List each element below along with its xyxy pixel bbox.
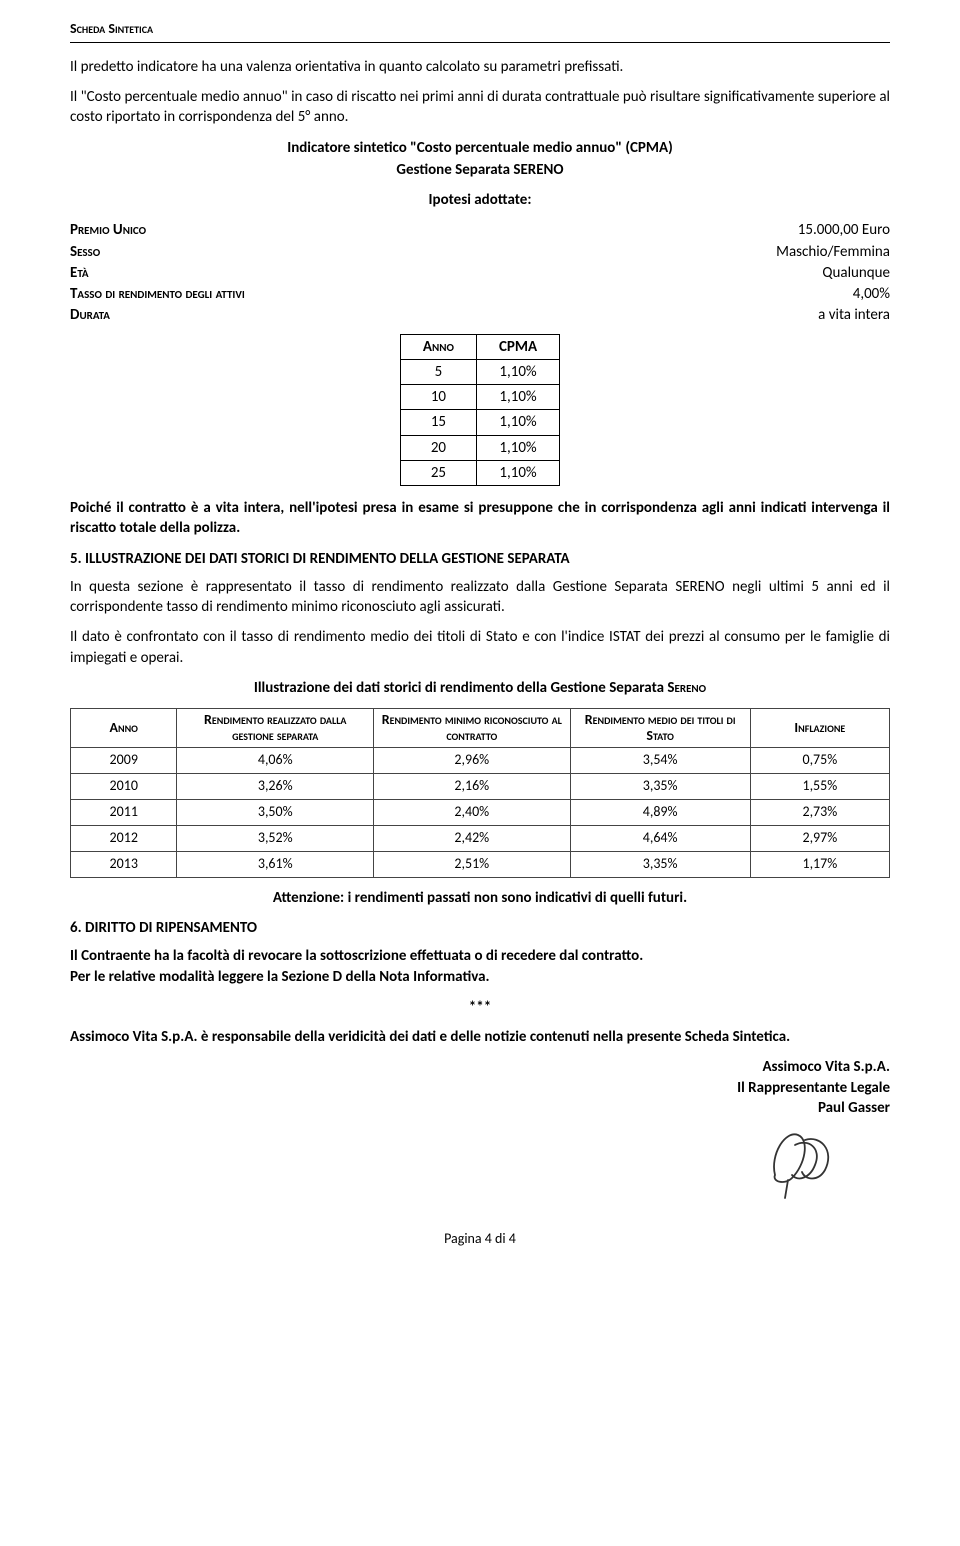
- header-title: Scheda Sintetica: [70, 20, 153, 37]
- hist-title: Illustrazione dei dati storici di rendim…: [70, 678, 890, 698]
- cpma-val: 1,10%: [476, 435, 559, 460]
- cpma-val: 1,10%: [476, 460, 559, 485]
- ipotesi-value: a vita intera: [818, 305, 890, 325]
- section5-p2: Il dato è confrontato con il tasso di re…: [70, 627, 890, 668]
- hist-min: 2,96%: [374, 748, 571, 774]
- hist-gs: 4,06%: [177, 748, 374, 774]
- hist-anno: 2009: [71, 748, 177, 774]
- hist-stato: 3,35%: [570, 851, 750, 877]
- ipotesi-row-sesso: Sesso Maschio/Femmina: [70, 242, 890, 262]
- hist-title-name: Sereno: [667, 679, 706, 697]
- cpma-note: Poiché il contratto è a vita intera, nel…: [70, 498, 890, 539]
- ipotesi-label: Durata: [70, 305, 110, 325]
- hist-row: 2012 3,52% 2,42% 4,64% 2,97%: [71, 826, 890, 852]
- indicator-title-line1: Indicatore sintetico "Costo percentuale …: [70, 138, 890, 158]
- section6-p1: Il Contraente ha la facoltà di revocare …: [70, 946, 890, 966]
- signature-company: Assimoco Vita S.p.A.: [70, 1057, 890, 1077]
- ipotesi-label: Sesso: [70, 242, 100, 262]
- ipotesi-heading: Ipotesi adottate:: [70, 190, 890, 210]
- hist-infl: 2,73%: [750, 800, 889, 826]
- cpma-row: 251,10%: [400, 460, 559, 485]
- responsibility-text: Assimoco Vita S.p.A. è responsabile dell…: [70, 1027, 890, 1047]
- cpma-table: Anno CPMA 51,10% 101,10% 151,10% 201,10%…: [400, 334, 560, 487]
- section6-p2: Per le relative modalità leggere la Sezi…: [70, 967, 890, 987]
- hist-infl: 1,17%: [750, 851, 889, 877]
- cpma-anno: 20: [400, 435, 476, 460]
- cpma-header-row: Anno CPMA: [400, 334, 559, 359]
- hist-anno: 2011: [71, 800, 177, 826]
- hist-anno: 2012: [71, 826, 177, 852]
- header-bar: Scheda Sintetica: [70, 20, 890, 43]
- hist-min: 2,42%: [374, 826, 571, 852]
- hist-stato: 3,54%: [570, 748, 750, 774]
- hist-col-rend-gs: Rendimento realizzato dalla gestione sep…: [177, 709, 374, 748]
- hist-row: 2013 3,61% 2,51% 3,35% 1,17%: [71, 851, 890, 877]
- hist-stato: 3,35%: [570, 774, 750, 800]
- ipotesi-label: Età: [70, 263, 89, 283]
- indicator-title-line2: Gestione Separata SERENO: [70, 160, 890, 180]
- hist-gs: 3,52%: [177, 826, 374, 852]
- ipotesi-row-premio: Premio Unico 15.000,00 Euro: [70, 220, 890, 240]
- hist-gs: 3,61%: [177, 851, 374, 877]
- hist-infl: 2,97%: [750, 826, 889, 852]
- hist-min: 2,16%: [374, 774, 571, 800]
- signature-block: Assimoco Vita S.p.A. Il Rappresentante L…: [70, 1057, 890, 1206]
- signature-role: Il Rappresentante Legale: [70, 1078, 890, 1098]
- ipotesi-value: Maschio/Femmina: [776, 242, 890, 262]
- hist-min: 2,51%: [374, 851, 571, 877]
- section5-p1: In questa sezione è rappresentato il tas…: [70, 577, 890, 618]
- hist-title-prefix: Illustrazione dei dati storici di rendim…: [254, 679, 668, 697]
- page-number: Pagina 4 di 4: [70, 1230, 890, 1249]
- ipotesi-list: Premio Unico 15.000,00 Euro Sesso Maschi…: [70, 220, 890, 325]
- cpma-val: 1,10%: [476, 410, 559, 435]
- hist-infl: 0,75%: [750, 748, 889, 774]
- hist-stato: 4,64%: [570, 826, 750, 852]
- cpma-anno: 5: [400, 359, 476, 384]
- separator-stars: ***: [70, 997, 890, 1017]
- cpma-anno: 10: [400, 385, 476, 410]
- hist-col-anno: Anno: [71, 709, 177, 748]
- ipotesi-row-eta: Età Qualunque: [70, 263, 890, 283]
- ipotesi-row-durata: Durata a vita intera: [70, 305, 890, 325]
- cpma-row: 151,10%: [400, 410, 559, 435]
- hist-min: 2,40%: [374, 800, 571, 826]
- warning-text: Attenzione: i rendimenti passati non son…: [70, 888, 890, 908]
- document-page: Scheda Sintetica Il predetto indicatore …: [0, 0, 960, 1279]
- hist-gs: 3,50%: [177, 800, 374, 826]
- historical-table: Anno Rendimento realizzato dalla gestion…: [70, 708, 890, 878]
- hist-anno: 2013: [71, 851, 177, 877]
- section5-heading: 5. ILLUSTRAZIONE DEI DATI STORICI DI REN…: [70, 549, 890, 569]
- hist-anno: 2010: [71, 774, 177, 800]
- cpma-val: 1,10%: [476, 385, 559, 410]
- hist-row: 2011 3,50% 2,40% 4,89% 2,73%: [71, 800, 890, 826]
- hist-stato: 4,89%: [570, 800, 750, 826]
- hist-row: 2009 4,06% 2,96% 3,54% 0,75%: [71, 748, 890, 774]
- hist-row: 2010 3,26% 2,16% 3,35% 1,55%: [71, 774, 890, 800]
- ipotesi-label: Premio Unico: [70, 220, 146, 240]
- ipotesi-value: Qualunque: [822, 263, 890, 283]
- hist-header-row: Anno Rendimento realizzato dalla gestion…: [71, 709, 890, 748]
- intro-paragraph-1: Il predetto indicatore ha una valenza or…: [70, 57, 890, 77]
- section6-heading: 6. DIRITTO DI RIPENSAMENTO: [70, 918, 890, 938]
- cpma-row: 101,10%: [400, 385, 559, 410]
- ipotesi-value: 15.000,00 Euro: [798, 220, 890, 240]
- hist-col-rend-stato: Rendimento medio dei titoli di Stato: [570, 709, 750, 748]
- cpma-col-anno: Anno: [400, 334, 476, 359]
- cpma-row: 51,10%: [400, 359, 559, 384]
- hist-col-rend-min: Rendimento minimo riconosciuto al contra…: [374, 709, 571, 748]
- ipotesi-row-tasso: Tasso di rendimento degli attivi 4,00%: [70, 284, 890, 304]
- cpma-val: 1,10%: [476, 359, 559, 384]
- cpma-row: 201,10%: [400, 435, 559, 460]
- hist-gs: 3,26%: [177, 774, 374, 800]
- signature-name: Paul Gasser: [70, 1098, 890, 1118]
- hist-infl: 1,55%: [750, 774, 889, 800]
- intro-paragraph-2: Il "Costo percentuale medio annuo" in ca…: [70, 87, 890, 128]
- cpma-anno: 15: [400, 410, 476, 435]
- ipotesi-label: Tasso di rendimento degli attivi: [70, 284, 245, 304]
- cpma-anno: 25: [400, 460, 476, 485]
- hist-col-inflazione: Inflazione: [750, 709, 889, 748]
- signature-icon: [70, 1120, 860, 1206]
- cpma-col-cpma: CPMA: [476, 334, 559, 359]
- ipotesi-value: 4,00%: [853, 284, 890, 304]
